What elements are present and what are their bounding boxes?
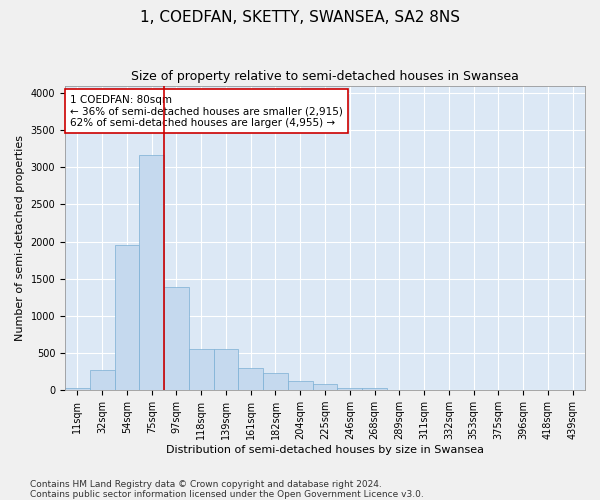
Bar <box>65 388 90 390</box>
Text: 1 COEDFAN: 80sqm
← 36% of semi-detached houses are smaller (2,915)
62% of semi-d: 1 COEDFAN: 80sqm ← 36% of semi-detached … <box>70 94 343 128</box>
Y-axis label: Number of semi-detached properties: Number of semi-detached properties <box>15 135 25 341</box>
Bar <box>238 368 263 390</box>
Bar <box>362 388 387 390</box>
Title: Size of property relative to semi-detached houses in Swansea: Size of property relative to semi-detach… <box>131 70 519 83</box>
Bar <box>337 388 362 390</box>
Bar <box>288 380 313 390</box>
Text: Contains HM Land Registry data © Crown copyright and database right 2024.
Contai: Contains HM Land Registry data © Crown c… <box>30 480 424 499</box>
Bar <box>164 287 189 390</box>
Bar <box>90 370 115 390</box>
Bar <box>115 244 139 390</box>
Bar <box>263 373 288 390</box>
Text: 1, COEDFAN, SKETTY, SWANSEA, SA2 8NS: 1, COEDFAN, SKETTY, SWANSEA, SA2 8NS <box>140 10 460 25</box>
Bar <box>189 348 214 390</box>
Bar <box>313 384 337 390</box>
Bar <box>139 154 164 390</box>
Bar <box>214 348 238 390</box>
X-axis label: Distribution of semi-detached houses by size in Swansea: Distribution of semi-detached houses by … <box>166 445 484 455</box>
